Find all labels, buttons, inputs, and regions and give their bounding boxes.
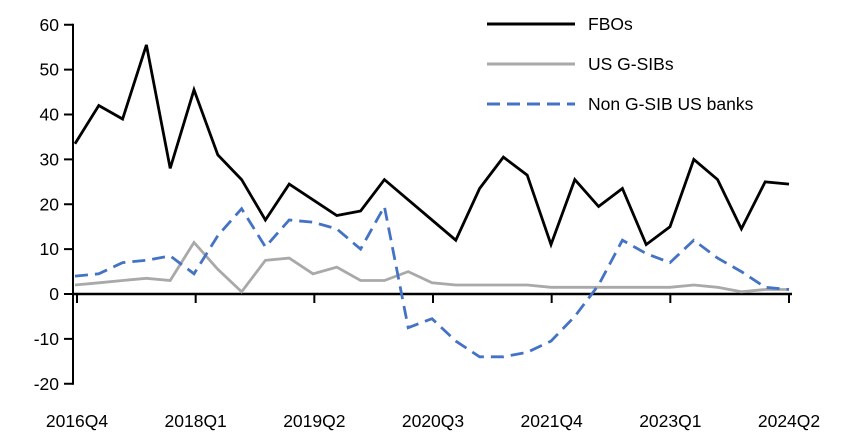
y-axis-label: 60 [40, 15, 60, 35]
x-axis-label: 2023Q1 [639, 411, 701, 431]
x-axis-label: 2020Q3 [402, 411, 464, 431]
x-axis-label: 2018Q1 [165, 411, 227, 431]
x-axis-label: 2019Q2 [283, 411, 345, 431]
x-axis-label: 2016Q4 [46, 411, 109, 431]
x-axis-label: 2021Q4 [521, 411, 584, 431]
legend-label-us-g-sibs: US G-SIBs [588, 54, 674, 74]
series-line-fbos [73, 44, 790, 249]
series-line-us-g-sibs [74, 240, 789, 294]
y-axis-label: 50 [40, 60, 60, 80]
x-axis-label: 2024Q2 [758, 411, 820, 431]
legend: FBOs US G-SIBs Non G-SIB US banks [487, 14, 754, 114]
legend-label-non-g-sib-us-banks: Non G-SIB US banks [588, 94, 754, 114]
series-line-non-g-sib-us-banks [74, 202, 790, 359]
y-axis-label: 10 [40, 239, 60, 259]
legend-label-fbos: FBOs [588, 14, 633, 34]
y-axis-label: -20 [34, 374, 60, 394]
y-axis-label: 0 [49, 284, 59, 304]
y-axis-label: 30 [40, 149, 60, 169]
y-axis-label: 20 [40, 194, 60, 214]
y-axis-label: -10 [34, 329, 60, 349]
y-axis-label: 40 [40, 105, 60, 125]
